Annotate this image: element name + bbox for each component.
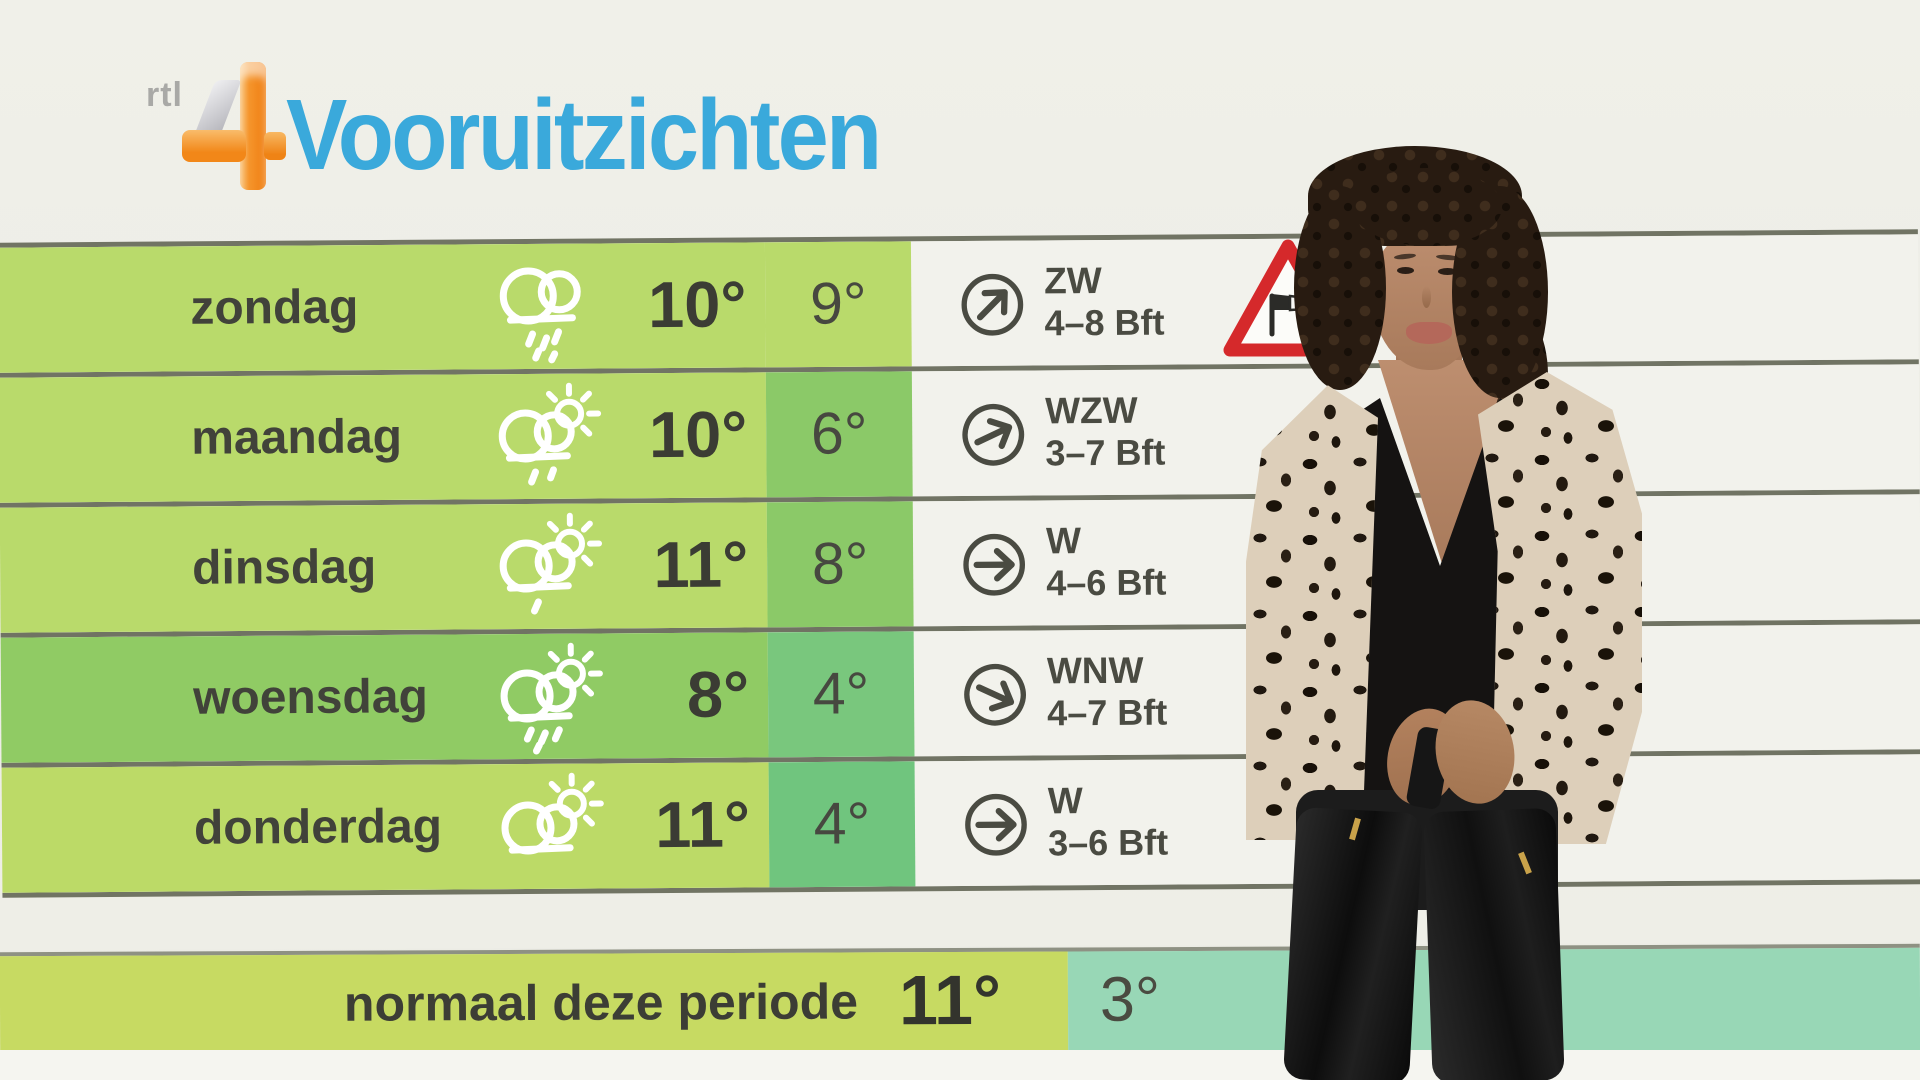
min-temp: 4°: [813, 789, 871, 857]
normal-min-temp: 3°: [1099, 964, 1161, 1035]
wind-direction: ZW: [1044, 259, 1102, 301]
wind-force: 4–8 Bft: [1044, 301, 1165, 343]
page-title: Vooruitzichten: [286, 79, 882, 191]
max-temp: 11°: [653, 526, 749, 601]
wind-direction: W: [1045, 519, 1082, 561]
max-temp: 11°: [655, 786, 751, 861]
day-label: dinsdag: [191, 539, 377, 595]
rtl4-logo-bar: [264, 132, 286, 160]
normal-max-temp: 11°: [898, 960, 1002, 1040]
sun-cloud-drizzle-icon: [498, 382, 602, 485]
wind-direction-arrow-icon: [964, 663, 1026, 726]
min-temp: 8°: [811, 529, 869, 597]
max-temp: 10°: [647, 266, 747, 341]
table-row: zondag 10° 9°: [0, 234, 1919, 373]
day-label: maandag: [191, 409, 403, 465]
min-temp: 4°: [812, 659, 870, 727]
table-row: dinsdag 11° 8°: [0, 494, 1920, 633]
normal-period-label: normaal deze periode: [343, 973, 859, 1032]
bottom-margin-strip: [0, 1050, 1920, 1080]
table-row: maandag 10° 6°: [0, 364, 1920, 503]
day-label: donderdag: [193, 799, 443, 855]
min-temp: 9°: [809, 269, 867, 337]
rain-cloud-icon: [499, 267, 581, 363]
sun-cloud-icon: [501, 772, 604, 855]
normal-period-band: normaal deze periode 11° 3°: [0, 943, 1920, 1061]
min-temp: 6°: [810, 399, 868, 467]
table-row: donderdag 11° 4°: [1, 754, 1920, 893]
wind-info: W 3–6 Bft: [962, 780, 1168, 866]
sun-cloud-shower-icon: [500, 642, 603, 754]
wind-force: 3–7 Bft: [1045, 431, 1166, 473]
wind-direction-arrow-icon: [962, 403, 1025, 466]
wind-info: W 4–6 Bft: [960, 520, 1166, 607]
wind-direction: WZW: [1044, 389, 1138, 431]
rtl4-logo-bar: [240, 62, 266, 190]
table-row: woensdag 8° 4°: [0, 624, 1920, 763]
wind-force: 4–7 Bft: [1047, 691, 1168, 733]
wind-direction-arrow-icon: [965, 793, 1027, 856]
rtl4-logo-bar: [182, 130, 246, 162]
wind-direction: W: [1047, 779, 1083, 821]
wind-force: 4–6 Bft: [1046, 561, 1167, 603]
day-label: woensdag: [192, 669, 428, 725]
wind-warning-windsock-icon: [1223, 239, 1353, 357]
day-label: zondag: [190, 280, 359, 335]
rtl-logo-text: rtl: [146, 76, 183, 114]
normal-band-min-section: [1067, 947, 1920, 1056]
wind-info: WZW 3–7 Bft: [959, 389, 1166, 477]
wind-info: WNW 4–7 Bft: [961, 649, 1167, 736]
rtl4-logo: rtl: [140, 40, 286, 190]
wind-direction-arrow-icon: [963, 533, 1026, 596]
wind-direction-arrow-icon: [961, 273, 1024, 336]
wind-direction: WNW: [1046, 649, 1144, 691]
wind-force: 3–6 Bft: [1047, 821, 1169, 863]
sun-cloud-drizzle-icon: [499, 512, 603, 614]
max-temp: 10°: [648, 396, 748, 471]
max-temp: 8°: [686, 656, 750, 731]
wind-info: ZW 4–8 Bft: [958, 260, 1165, 347]
